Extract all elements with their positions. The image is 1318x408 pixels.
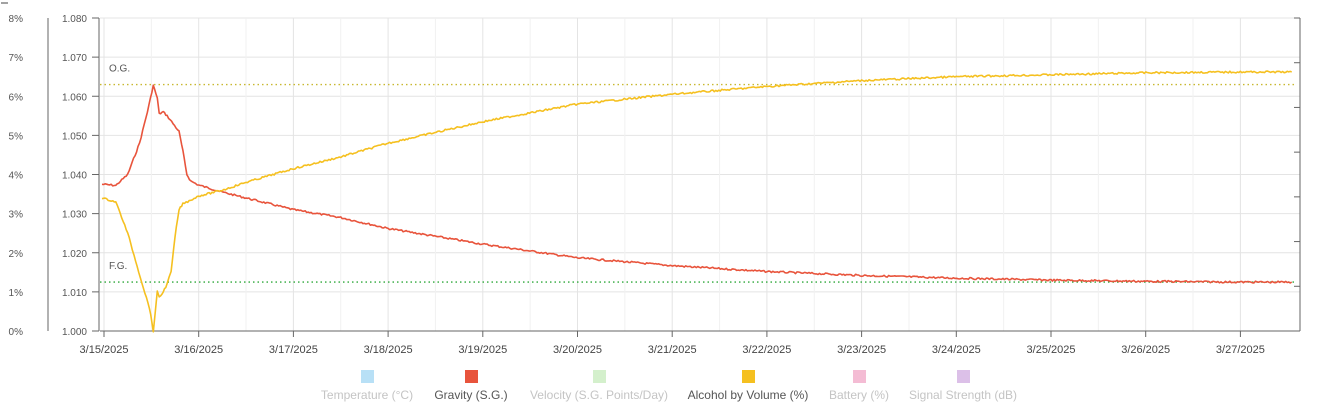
legend-label: Alcohol by Volume (%) (687, 388, 809, 402)
x-tick-label: 3/19/2025 (458, 344, 507, 356)
legend-item[interactable]: Alcohol by Volume (%) (648, 368, 848, 402)
x-tick-label: 3/22/2025 (742, 344, 791, 356)
series-lines[interactable] (101, 70, 1293, 333)
legend-item[interactable]: Temperature (°C) (267, 368, 467, 402)
legend-swatch (852, 370, 866, 383)
legend-swatch (360, 370, 374, 383)
legend-label: Signal Strength (dB) (908, 388, 1018, 402)
grid-lines (100, 17, 1300, 332)
reference-label: O.G. (109, 64, 130, 75)
x-tick-label: 3/16/2025 (174, 344, 223, 356)
alcohol-tick-label: 8% (9, 14, 24, 25)
gravity-tick-label: 1.060 (62, 92, 87, 103)
alcohol-tick-label: 5% (9, 131, 24, 142)
legend-label: Temperature (°C) (320, 388, 414, 402)
gravity-tick-label: 1.010 (62, 288, 87, 299)
axes: 1.000 0% 1.010 1% 1.020 2% 1.030 3% 1.040 4% 1.050… (9, 14, 1301, 356)
gravity-series-line[interactable] (101, 84, 1293, 284)
alcohol-tick-label: 1% (9, 288, 24, 299)
chart-legend: Temperature (°C) Gravity (S.G.) Velocity (… (0, 368, 1318, 408)
gravity-tick-label: 1.050 (62, 131, 87, 142)
alcohol-series-line[interactable] (101, 70, 1292, 333)
x-tick-label: 3/26/2025 (1121, 344, 1170, 356)
alcohol-tick-label: 4% (9, 171, 24, 182)
legend-label: Velocity (S.G. Points/Day) (529, 388, 669, 402)
legend-item[interactable]: Signal Strength (dB) (863, 368, 1063, 402)
legend-swatch (741, 370, 755, 383)
x-tick-label: 3/15/2025 (80, 344, 129, 356)
gravity-tick-label: 1.030 (62, 210, 87, 221)
legend-label: Battery (%) (828, 388, 889, 402)
legend-swatch (592, 370, 606, 383)
x-tick-label: 3/27/2025 (1216, 344, 1265, 356)
x-tick-label: 3/21/2025 (648, 344, 697, 356)
gravity-tick-label: 1.070 (62, 53, 87, 64)
gravity-tick-label: 1.020 (62, 249, 87, 260)
x-tick-label: 3/20/2025 (553, 344, 602, 356)
gravity-tick-label: 1.000 (62, 327, 87, 338)
gravity-tick-label: 1.080 (62, 14, 87, 25)
legend-label: Gravity (S.G.) (434, 388, 508, 402)
alcohol-tick-label: 3% (9, 210, 24, 221)
legend-swatch (956, 370, 970, 383)
reference-label: F.G. (109, 261, 127, 272)
legend-item[interactable]: Gravity (S.G.) (371, 368, 571, 402)
alcohol-tick-label: 2% (9, 249, 24, 260)
x-tick-label: 3/24/2025 (932, 344, 981, 356)
gravity-tick-label: 1.040 (62, 171, 87, 182)
alcohol-tick-label: 6% (9, 92, 24, 103)
alcohol-tick-label: 7% (9, 53, 24, 64)
x-tick-label: 3/18/2025 (364, 344, 413, 356)
reference-lines: O.G. F.G. (100, 64, 1295, 283)
legend-item[interactable]: Velocity (S.G. Points/Day) (499, 368, 699, 402)
legend-item[interactable]: Battery (%) (759, 368, 959, 402)
fermentation-chart[interactable]: 1.000 0% 1.010 1% 1.020 2% 1.030 3% 1.040 4% 1.050… (0, 0, 1318, 368)
x-tick-label: 3/25/2025 (1027, 344, 1076, 356)
alcohol-tick-label: 0% (9, 327, 24, 338)
x-tick-label: 3/23/2025 (837, 344, 886, 356)
legend-swatch (464, 370, 478, 383)
x-tick-label: 3/17/2025 (269, 344, 318, 356)
